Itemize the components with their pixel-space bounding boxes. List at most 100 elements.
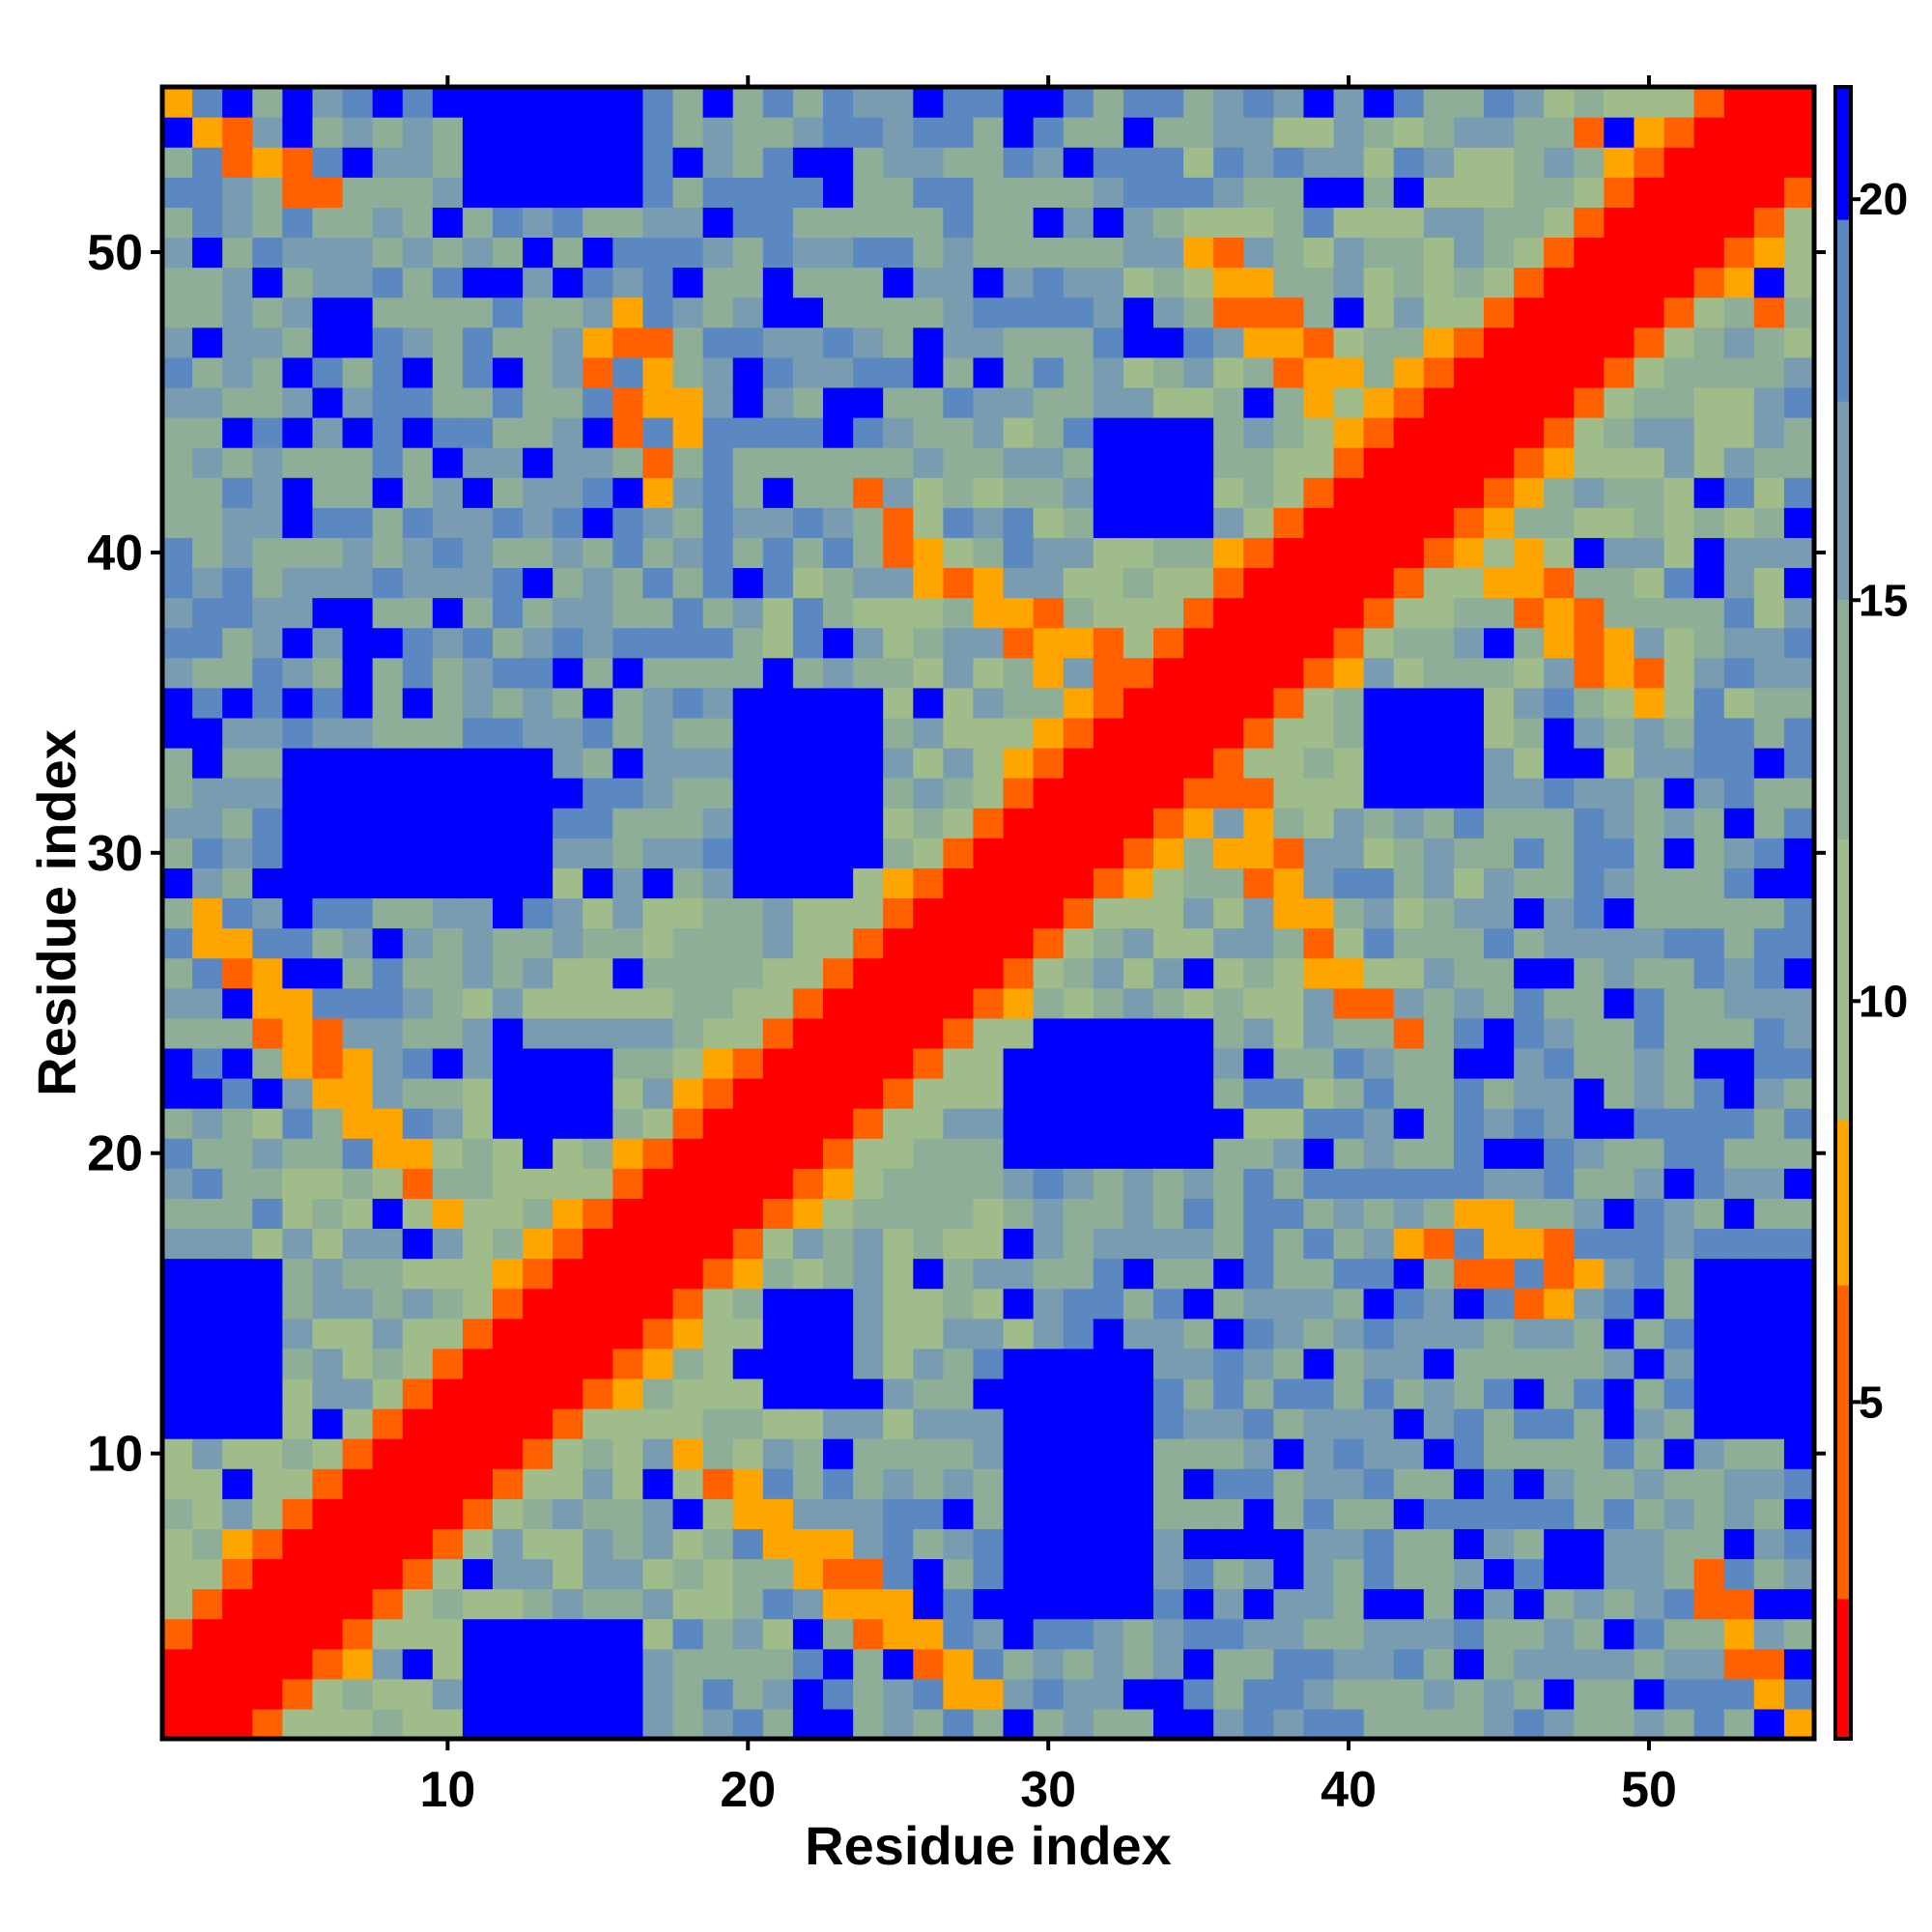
- heatmap-cell: [1303, 1078, 1335, 1109]
- colorbar-segment: [1835, 1425, 1851, 1435]
- heatmap-cell: [1213, 507, 1244, 538]
- heatmap-cell: [1063, 957, 1094, 989]
- colorbar-segment: [1835, 252, 1851, 262]
- heatmap-cell: [853, 477, 884, 508]
- heatmap-cell: [642, 567, 674, 599]
- heatmap-cell: [792, 1408, 824, 1439]
- heatmap-cell: [402, 1708, 434, 1740]
- heatmap-cell: [1693, 987, 1725, 1019]
- heatmap-cell: [1423, 207, 1455, 239]
- heatmap-cell: [1393, 1108, 1425, 1139]
- heatmap-cell: [1514, 1468, 1545, 1499]
- heatmap-cell: [553, 1648, 583, 1680]
- colorbar-segment: [1835, 185, 1851, 195]
- heatmap-cell: [222, 597, 253, 629]
- heatmap-cell: [973, 447, 1005, 478]
- heatmap-cell: [1423, 87, 1455, 118]
- heatmap-cell: [883, 1438, 914, 1469]
- heatmap-cell: [702, 927, 734, 959]
- heatmap-cell: [1333, 1258, 1365, 1290]
- heatmap-cell: [1063, 207, 1094, 239]
- heatmap-cell: [1723, 567, 1755, 599]
- heatmap-cell: [883, 867, 914, 899]
- heatmap-cell: [493, 567, 524, 599]
- heatmap-cell: [402, 386, 434, 418]
- heatmap-cell: [1243, 237, 1274, 269]
- heatmap-cell: [853, 838, 884, 868]
- heatmap-cell: [973, 987, 1005, 1019]
- heatmap-cell: [1423, 808, 1455, 838]
- heatmap-cell: [823, 897, 854, 929]
- heatmap-cell: [523, 808, 554, 838]
- heatmap-cell: [222, 507, 253, 538]
- heatmap-cell: [1484, 778, 1515, 809]
- heatmap-cell: [702, 778, 734, 809]
- heatmap-cell: [1604, 687, 1635, 719]
- heatmap-cell: [1363, 1198, 1395, 1230]
- heatmap-cell: [1783, 1288, 1815, 1320]
- heatmap-cell: [792, 1198, 824, 1230]
- heatmap-cell: [1544, 1228, 1575, 1260]
- colorbar-segment: [1835, 730, 1851, 741]
- heatmap-cell: [1604, 537, 1635, 569]
- heatmap-cell: [1723, 597, 1755, 629]
- heatmap-cell: [1033, 87, 1065, 118]
- heatmap-cell: [1753, 1408, 1785, 1439]
- heatmap-cell: [1363, 237, 1395, 269]
- heatmap-cell: [762, 507, 794, 538]
- heatmap-cell: [282, 477, 314, 508]
- heatmap-cell: [1453, 1648, 1485, 1680]
- heatmap-cell: [1634, 567, 1665, 599]
- heatmap-cell: [943, 687, 975, 719]
- heatmap-cell: [523, 1498, 554, 1529]
- heatmap-cell: [1183, 327, 1214, 358]
- heatmap-cell: [1273, 447, 1305, 478]
- heatmap-cell: [1753, 657, 1785, 689]
- heatmap-cell: [612, 117, 644, 148]
- heatmap-cell: [372, 717, 404, 749]
- heatmap-cell: [402, 87, 434, 118]
- heatmap-cell: [493, 386, 524, 418]
- heatmap-cell: [1783, 897, 1815, 929]
- heatmap-cell: [372, 1047, 404, 1079]
- heatmap-cell: [582, 987, 613, 1019]
- heatmap-cell: [553, 1468, 583, 1499]
- heatmap-cell: [1093, 1017, 1124, 1049]
- heatmap-cell: [1213, 1558, 1244, 1590]
- heatmap-cell: [973, 1558, 1005, 1590]
- heatmap-cell: [1303, 838, 1335, 868]
- heatmap-cell: [1723, 1378, 1755, 1409]
- heatmap-cell: [1723, 748, 1755, 779]
- heatmap-cell: [282, 1648, 314, 1680]
- heatmap-cell: [1423, 1258, 1455, 1290]
- heatmap-cell: [432, 1498, 464, 1529]
- heatmap-cell: [883, 927, 914, 959]
- heatmap-cell: [1723, 1648, 1755, 1680]
- heatmap-cell: [1663, 267, 1695, 298]
- heatmap-cell: [312, 987, 344, 1019]
- heatmap-cell: [642, 1378, 674, 1409]
- heatmap-cell: [1393, 1288, 1425, 1320]
- heatmap-cell: [883, 477, 914, 508]
- heatmap-cell: [853, 147, 884, 178]
- colorbar-segment: [1835, 243, 1851, 253]
- heatmap-cell: [1183, 927, 1214, 959]
- heatmap-cell: [493, 477, 524, 508]
- heatmap-cell: [1153, 987, 1184, 1019]
- heatmap-cell: [523, 1378, 554, 1409]
- colorbar-segment: [1835, 1325, 1851, 1335]
- heatmap-cell: [1153, 1678, 1184, 1710]
- colorbar-segment: [1835, 1730, 1851, 1740]
- heatmap-cell: [883, 1678, 914, 1710]
- heatmap-cell: [1273, 808, 1305, 838]
- heatmap-cell: [222, 748, 253, 779]
- heatmap-cell: [1243, 597, 1274, 629]
- heatmap-cell: [702, 1318, 734, 1350]
- heatmap-cell: [1063, 267, 1094, 298]
- heatmap-cell: [762, 1588, 794, 1620]
- heatmap-cell: [523, 87, 554, 118]
- heatmap-cell: [222, 1348, 253, 1379]
- heatmap-cell: [1093, 1108, 1124, 1139]
- heatmap-cell: [1122, 567, 1154, 599]
- heatmap-cell: [762, 717, 794, 749]
